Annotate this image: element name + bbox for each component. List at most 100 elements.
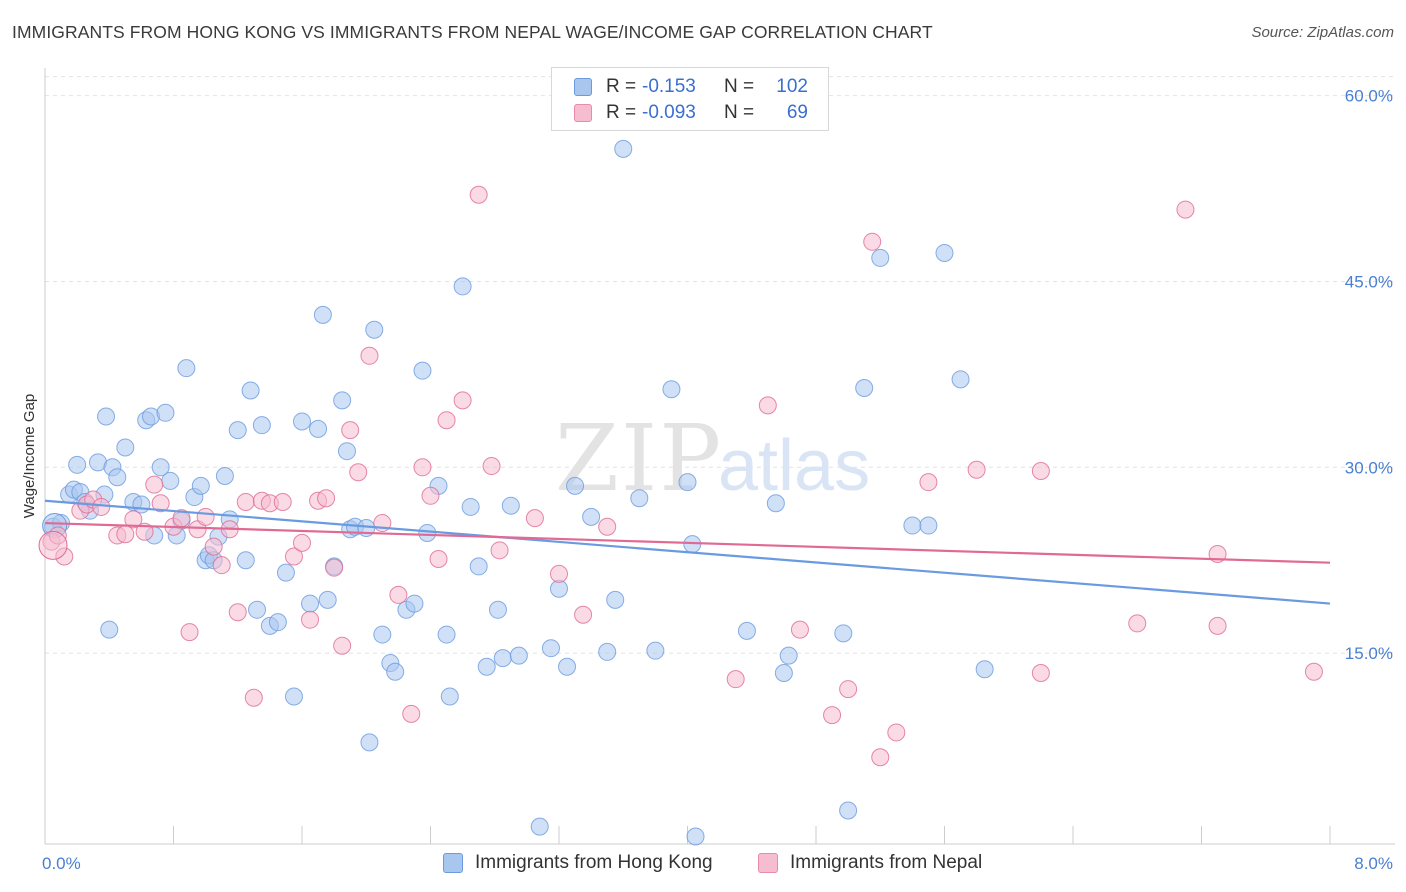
y-tick-label: 15.0% (1345, 644, 1393, 663)
scatter-point (1031, 462, 1050, 481)
scatter-point (318, 590, 337, 609)
scatter-point (437, 625, 456, 644)
legend-n-value: 69 (786, 102, 808, 123)
scatter-point (191, 476, 210, 495)
scatter-point (228, 603, 247, 622)
series-legend-hong-kong: Immigrants from Hong Kong (443, 852, 713, 874)
scatter-point (678, 473, 697, 492)
scatter-point (177, 359, 196, 378)
scatter-point (1176, 200, 1195, 219)
scatter-point (215, 466, 234, 485)
scatter-point (248, 600, 267, 619)
scatter-point (598, 642, 617, 661)
scatter-point (301, 610, 320, 629)
series-legend-swatch-hong-kong (443, 853, 463, 873)
series-legend-label-nepal: Immigrants from Nepal (790, 852, 983, 873)
scatter-point (501, 496, 520, 515)
scatter-point (180, 623, 199, 642)
scatter-point (405, 594, 424, 613)
scatter-point (124, 510, 143, 529)
scatter-point (614, 139, 633, 158)
y-tick-label: 45.0% (1345, 272, 1393, 291)
scatter-point (550, 564, 568, 583)
scatter-point (440, 687, 459, 706)
scatter-point (482, 457, 501, 476)
scatter-point (151, 494, 170, 513)
scatter-point (161, 471, 180, 490)
scatter-point (530, 817, 549, 836)
scatter-point (268, 613, 287, 632)
scatter-point (453, 391, 472, 410)
y-tick-label: 60.0% (1345, 87, 1393, 106)
legend-n-value: 102 (776, 76, 808, 97)
legend-swatch-hong-kong (574, 78, 592, 96)
scatter-point (975, 660, 994, 679)
scatter-point (337, 442, 356, 461)
legend: R = -0.153 N = 102 R = -0.093 N = 69 (551, 67, 829, 131)
scatter-point (418, 523, 437, 542)
scatter-point (349, 463, 368, 482)
scatter-point (293, 412, 311, 431)
scatter-point (779, 646, 798, 665)
scatter-point (766, 494, 785, 513)
scatter-point (386, 662, 405, 681)
scatter-point (863, 232, 882, 251)
scatter-point (574, 605, 593, 624)
scatter-point (333, 391, 352, 410)
scatter-point (525, 509, 544, 528)
scatter-point (1031, 663, 1050, 682)
chart-source: Source: ZipAtlas.com (1251, 24, 1394, 41)
scatter-point (317, 489, 336, 508)
scatter-point (558, 657, 577, 676)
scatter-point (1128, 614, 1147, 633)
watermark-atlas: atlas (718, 426, 870, 506)
y-tick-label: 30.0% (1345, 458, 1393, 477)
legend-r-value: -0.093 (642, 102, 696, 123)
scatter-point (204, 537, 223, 556)
scatter-point (236, 551, 255, 570)
scatter-point (373, 625, 392, 644)
scatter-point (823, 706, 842, 725)
series-legend: Immigrants from Hong Kong Immigrants fro… (0, 852, 1406, 878)
scatter-point (360, 346, 379, 365)
scatter-point (402, 704, 421, 723)
scatter-point (871, 748, 890, 767)
scatter-point (151, 458, 170, 477)
legend-n-label: N = (724, 102, 755, 123)
scatter-point (477, 657, 496, 676)
scatter-point (646, 641, 665, 660)
scatter-point (389, 585, 408, 604)
scatter-point (887, 723, 906, 742)
legend-r-value: -0.153 (642, 76, 696, 97)
scatter-point (919, 516, 938, 535)
scatter-point (68, 455, 87, 474)
y-tick-labels: 15.0% 30.0% 45.0% 60.0% (1345, 87, 1393, 664)
scatter-point (116, 525, 135, 544)
scatter-point (301, 594, 320, 613)
scatter-point (967, 460, 986, 479)
scatter-point (493, 649, 512, 668)
trend-lines (44, 499, 1331, 605)
scatter-point (135, 522, 154, 541)
x-tick-label: 0.0% (42, 854, 81, 873)
x-tick-labels: 0.0% 8.0% (42, 854, 1393, 873)
watermark: ZIP atlas (555, 405, 870, 512)
legend-row-nepal: R = -0.093 N = 69 (574, 101, 808, 125)
scatter-point (156, 403, 175, 422)
scatter-point (252, 416, 271, 435)
scatter-point (1208, 616, 1227, 635)
x-tick-label: 8.0% (1354, 854, 1393, 873)
scatter-point (490, 541, 509, 560)
scatter-point (108, 468, 127, 487)
scatter-point (935, 243, 954, 262)
scatter-point (429, 549, 448, 568)
scatter-point (1304, 662, 1323, 681)
scatter-point (951, 370, 970, 389)
scatter-point (630, 489, 649, 508)
scatter-point (145, 475, 164, 494)
scatter-point (284, 547, 303, 566)
scatter-point (871, 248, 890, 267)
scatter-point (196, 507, 215, 526)
scatter-point (686, 827, 705, 846)
